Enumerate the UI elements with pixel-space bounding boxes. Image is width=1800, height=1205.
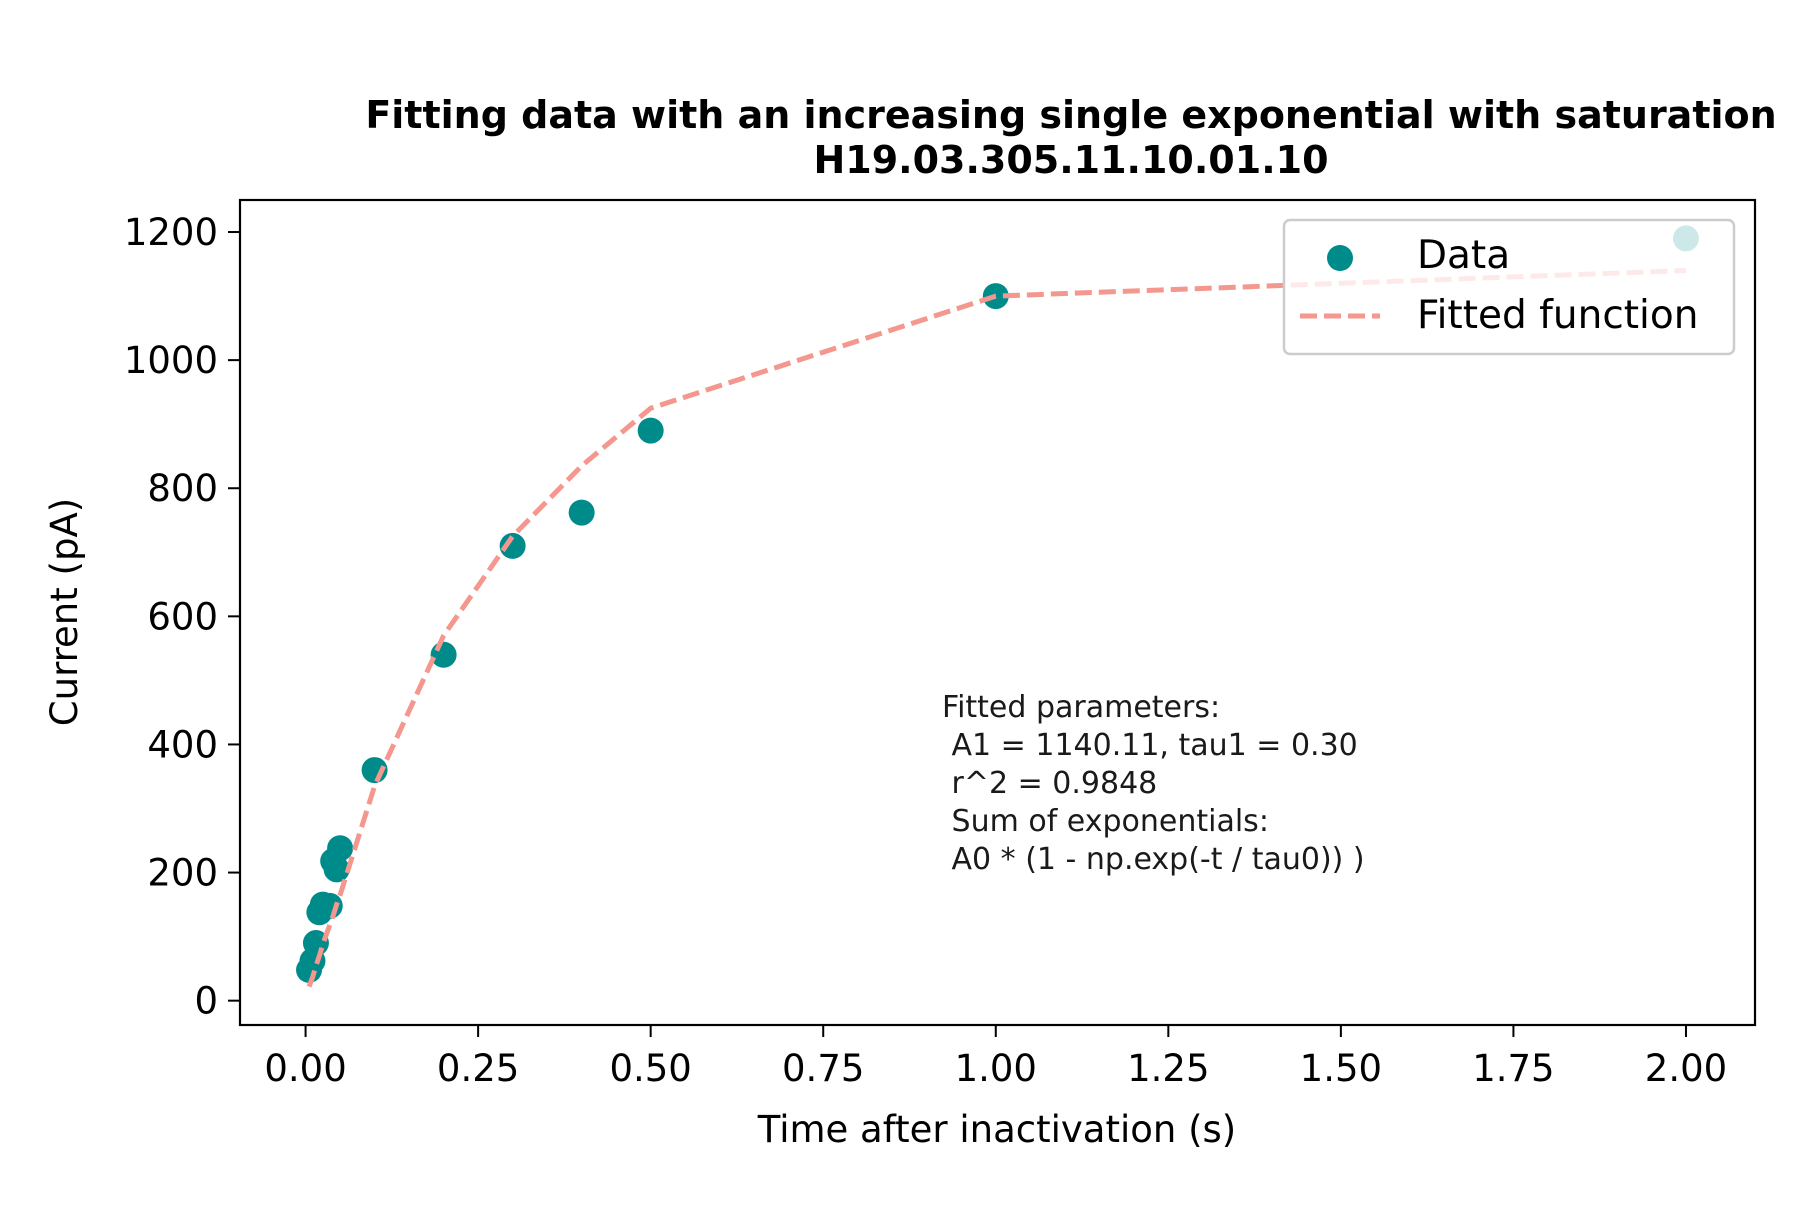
chart-subtitle: H19.03.305.11.10.01.10 bbox=[813, 138, 1328, 182]
x-tick-label: 1.00 bbox=[955, 1047, 1037, 1090]
annotation-line: A1 = 1140.11, tau1 = 0.30 bbox=[942, 728, 1358, 763]
plot-layer bbox=[296, 225, 1699, 988]
y-tick-label: 800 bbox=[147, 467, 218, 510]
legend-fit-label: Fitted function bbox=[1417, 293, 1698, 338]
y-tick-label: 400 bbox=[147, 723, 218, 766]
plot-frame bbox=[238, 198, 1757, 1027]
y-tick-label: 200 bbox=[147, 852, 218, 895]
x-tick-label: 1.75 bbox=[1472, 1047, 1554, 1090]
data-point bbox=[316, 892, 343, 919]
annotation-line: Sum of exponentials: bbox=[942, 804, 1269, 839]
legend-box bbox=[1282, 218, 1736, 356]
x-axis-label: Time after inactivation (s) bbox=[757, 1108, 1237, 1151]
fitted-function-line bbox=[306, 268, 1687, 988]
x-tick-label: 0.25 bbox=[437, 1047, 519, 1090]
x-tick-label: 0.75 bbox=[782, 1047, 864, 1090]
legend-data-marker bbox=[1327, 245, 1353, 271]
y-tick-label: 1200 bbox=[124, 211, 218, 254]
data-point bbox=[430, 641, 457, 668]
legend: Data Fitted function bbox=[1282, 218, 1736, 356]
legend-data-label: Data bbox=[1417, 233, 1510, 278]
x-tick-label: 0.50 bbox=[609, 1047, 691, 1090]
y-tick-label: 1000 bbox=[124, 339, 218, 382]
data-point bbox=[323, 856, 350, 883]
x-tick-label: 0.00 bbox=[264, 1047, 346, 1090]
annotation-box: Fitted parameters: A1 = 1140.11, tau1 = … bbox=[942, 690, 1365, 877]
data-point bbox=[327, 835, 354, 862]
y-tick-label: 0 bbox=[194, 980, 218, 1023]
x-tick-label: 2.00 bbox=[1645, 1047, 1727, 1090]
annotation-line: Fitted parameters: bbox=[942, 690, 1220, 725]
annotation-line: A0 * (1 - np.exp(-t / tau0)) ) bbox=[942, 842, 1365, 877]
chart-title: Fitting data with an increasing single e… bbox=[365, 93, 1776, 137]
annotation-line: r^2 = 0.9848 bbox=[942, 766, 1157, 801]
data-point bbox=[568, 499, 595, 526]
y-tick-label: 600 bbox=[147, 595, 218, 638]
x-tick-label: 1.50 bbox=[1300, 1047, 1382, 1090]
data-point bbox=[499, 532, 526, 559]
x-tick-label: 1.25 bbox=[1127, 1047, 1209, 1090]
y-axis-label: Current (pA) bbox=[43, 498, 86, 726]
data-point bbox=[637, 417, 664, 444]
